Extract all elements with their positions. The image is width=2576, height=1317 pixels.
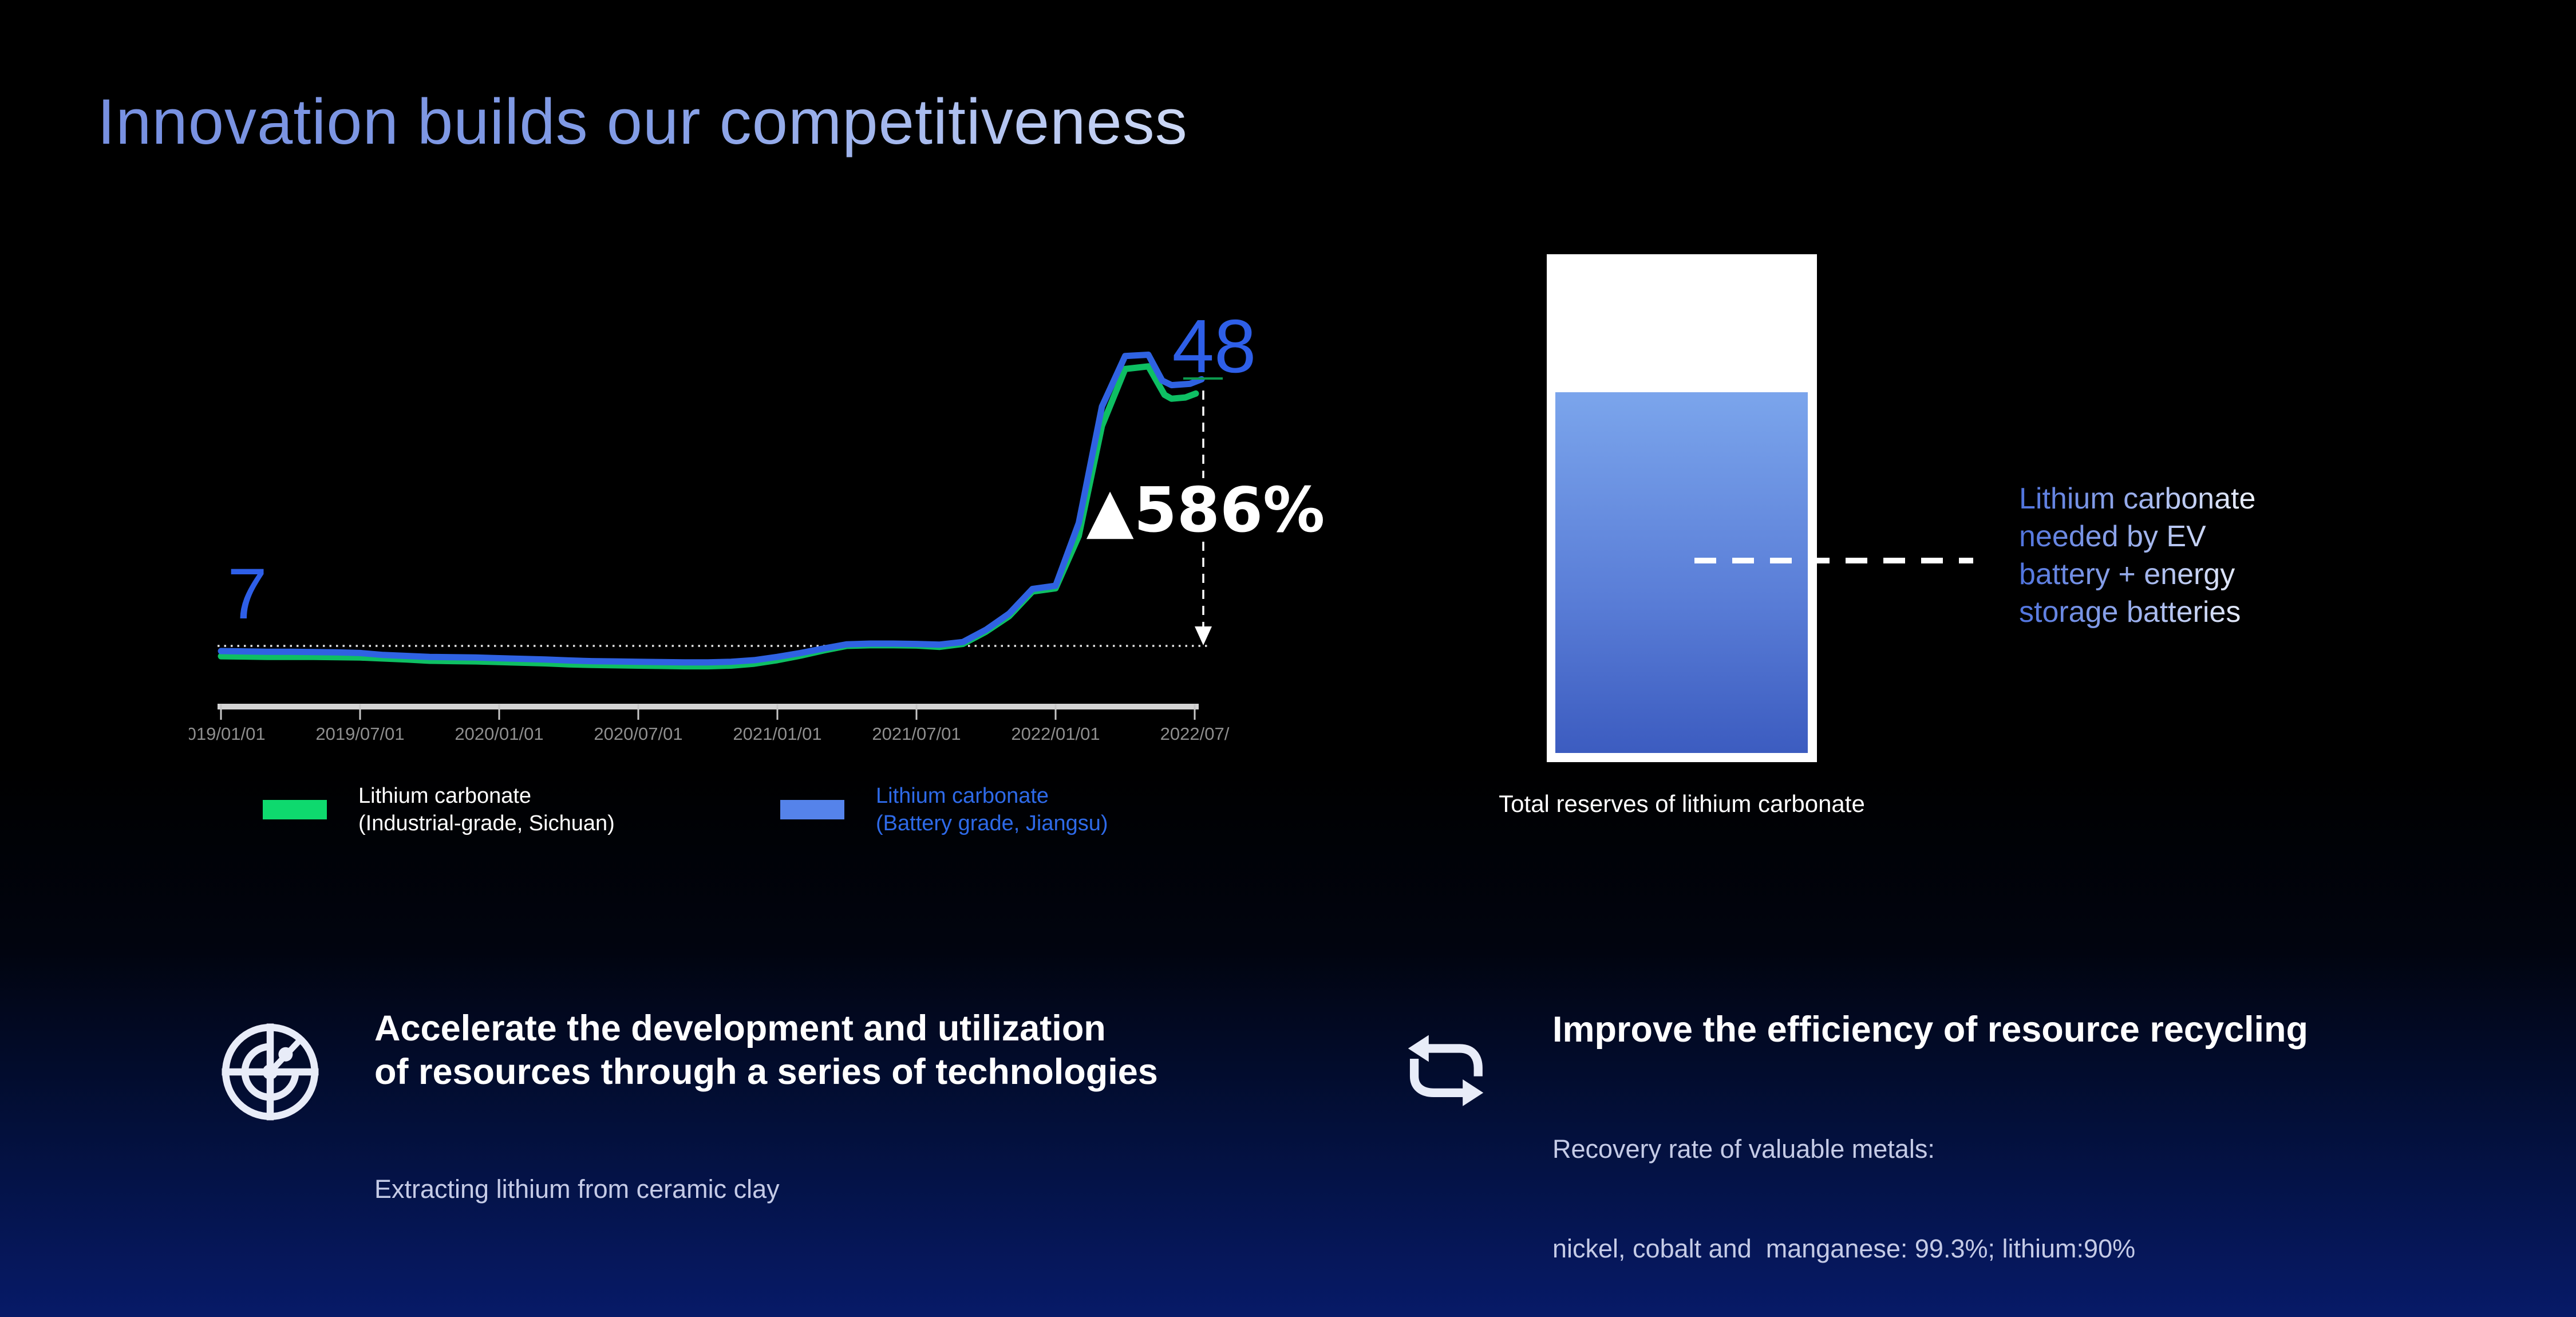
chart-series [218, 352, 1205, 670]
legend-label-line2: (Industrial-grade, Sichuan) [358, 811, 615, 835]
svg-text:2019/01/01: 2019/01/01 [189, 724, 266, 744]
radar-icon [222, 1023, 319, 1121]
start-value-label: 7 [227, 554, 267, 634]
down-arrow-icon [1195, 626, 1212, 645]
legend-swatch-blue [780, 800, 844, 819]
highlight-1-title: Accelerate the development and utilizati… [374, 1007, 1158, 1094]
highlight-title-line1: Accelerate the development and utilizati… [374, 1008, 1106, 1048]
svg-text:2022/01/01: 2022/01/01 [1011, 724, 1100, 744]
highlight-subtitle-line1: Recovery rate of valuable metals: [1552, 1134, 1935, 1164]
end-value-label: 48 [1172, 304, 1257, 388]
highlight-subtitle-line2: nickel, cobalt and manganese: 99.3%; lit… [1552, 1234, 2136, 1263]
highlight-title-line2: of resources through a series of technol… [374, 1052, 1158, 1092]
svg-text:2020/01/01: 2020/01/01 [455, 724, 543, 744]
legend-item-industrial: Lithium carbonate (Industrial-grade, Sic… [263, 782, 615, 837]
percent-change-label: ▲586% [1086, 475, 1325, 546]
price-line-chart: 2019/01/01 2019/07/01 2020/01/01 2020/07/01… [189, 304, 1325, 744]
annotation-line: Lithium carbonate [2019, 480, 2255, 518]
recycle-icon [1408, 1035, 1484, 1106]
svg-text:2021/07/01: 2021/07/01 [872, 724, 961, 744]
highlight-subtitle-line1: Extracting lithium from ceramic clay [374, 1174, 780, 1204]
legend-label-line2: (Battery grade, Jiangsu) [876, 811, 1108, 835]
reserves-fill [1555, 392, 1808, 753]
page-title: Innovation builds our competitiveness [97, 86, 1188, 157]
reserves-annotation: Lithium carbonate needed by EV battery +… [2019, 480, 2255, 631]
reserves-container [1547, 254, 1817, 762]
annotation-line: battery + energy [2019, 555, 2255, 593]
highlight-2-title: Improve the efficiency of resource recyc… [1552, 1008, 2308, 1051]
svg-text:2021/01/01: 2021/01/01 [733, 724, 821, 744]
highlight-2-subtitle: Recovery rate of valuable metals: nickel… [1552, 1066, 2135, 1299]
legend-label-line1: Lithium carbonate [876, 784, 1049, 808]
legend-label-line1: Lithium carbonate [358, 784, 532, 808]
x-axis-ticks: 2019/01/01 2019/07/01 2020/01/01 2020/07/01… [189, 704, 1230, 744]
annotation-line: storage batteries [2019, 593, 2255, 631]
legend-item-battery: Lithium carbonate (Battery grade, Jiangs… [780, 782, 1108, 837]
reserves-caption: Total reserves of lithium carbonate [1499, 790, 1865, 817]
legend-label: Lithium carbonate (Industrial-grade, Sic… [358, 782, 615, 837]
highlight-1-subtitle: Extracting lithium from ceramic clay [374, 1106, 780, 1239]
reserves-dashed-connector [1694, 558, 1973, 563]
svg-text:2022/07/: 2022/07/ [1160, 724, 1230, 744]
svg-text:2020/07/01: 2020/07/01 [594, 724, 682, 744]
highlight-title-line1: Improve the efficiency of resource recyc… [1552, 1010, 2308, 1050]
annotation-line: needed by EV [2019, 518, 2255, 555]
legend-swatch-green [263, 800, 327, 819]
svg-text:2019/07/01: 2019/07/01 [315, 724, 404, 744]
legend-label: Lithium carbonate (Battery grade, Jiangs… [876, 782, 1108, 837]
